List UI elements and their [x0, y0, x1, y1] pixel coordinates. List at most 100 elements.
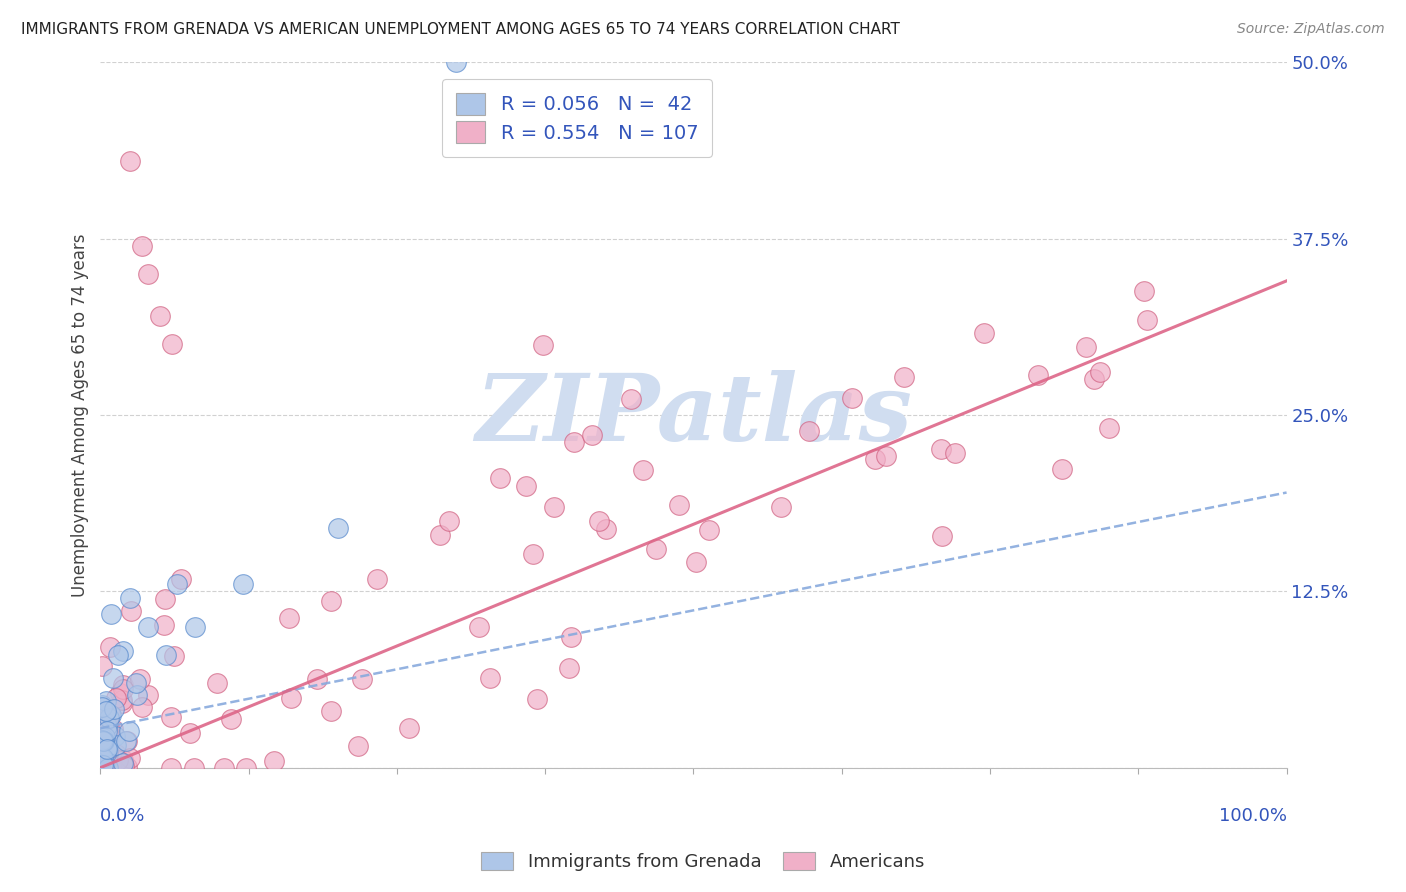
Point [560, 630, 582, 644]
Point [120, 604, 142, 618]
Point [107, 648, 129, 662]
Point [91, 758, 114, 772]
Point [429, 527, 451, 541]
Point [232, 577, 254, 591]
Point [366, 573, 388, 587]
Point [105, 747, 128, 761]
Point [562, 435, 585, 450]
Point [98, 640, 121, 655]
Point [94, 736, 117, 750]
Point [149, 309, 172, 323]
Point [489, 471, 512, 485]
Point [97, 753, 120, 767]
Point [94, 731, 117, 745]
Point [152, 618, 174, 632]
Point [100, 707, 122, 722]
Point [112, 756, 135, 770]
Point [163, 649, 186, 664]
Point [620, 392, 643, 406]
Text: 100.0%: 100.0% [1219, 806, 1286, 824]
Point [90, 699, 112, 714]
Point [111, 693, 134, 707]
Point [769, 500, 792, 514]
Point [96, 753, 118, 767]
Point [91, 755, 114, 769]
Point [644, 541, 666, 556]
Point [468, 620, 491, 634]
Point [115, 760, 138, 774]
Point [212, 761, 235, 775]
Point [543, 500, 565, 515]
Point [159, 761, 181, 775]
Point [98, 721, 121, 735]
Point [929, 442, 952, 456]
Point [98, 738, 121, 752]
Point [347, 739, 370, 753]
Point [1136, 312, 1159, 326]
Point [114, 733, 136, 747]
Point [526, 691, 548, 706]
Point [100, 607, 122, 621]
Point [1026, 368, 1049, 382]
Point [94, 694, 117, 708]
Point [531, 337, 554, 351]
Point [112, 681, 135, 696]
Point [479, 671, 502, 685]
Point [893, 370, 915, 384]
Point [277, 611, 299, 625]
Point [90, 698, 112, 712]
Point [697, 524, 720, 538]
Point [112, 759, 135, 773]
Point [91, 751, 114, 765]
Point [118, 591, 141, 606]
Point [280, 690, 302, 705]
Point [184, 619, 207, 633]
Point [875, 449, 897, 463]
Point [112, 753, 135, 767]
Point [90, 733, 112, 747]
Point [94, 728, 117, 742]
Point [595, 522, 617, 536]
Point [96, 719, 118, 733]
Point [101, 671, 124, 685]
Point [398, 722, 420, 736]
Point [581, 427, 603, 442]
Point [94, 755, 117, 769]
Point [153, 591, 176, 606]
Point [841, 391, 863, 405]
Point [437, 514, 460, 528]
Point [797, 424, 820, 438]
Point [94, 738, 117, 752]
Point [1050, 462, 1073, 476]
Point [90, 659, 112, 673]
Point [115, 734, 138, 748]
Point [1083, 372, 1105, 386]
Point [166, 577, 188, 591]
Point [136, 267, 159, 281]
Point [1098, 421, 1121, 435]
Point [91, 714, 114, 729]
Point [98, 711, 121, 725]
Point [98, 706, 121, 721]
Point [98, 729, 121, 743]
Point [1133, 284, 1156, 298]
Point [205, 676, 228, 690]
Point [118, 751, 141, 765]
Point [160, 337, 183, 351]
Point [91, 734, 114, 748]
Point [97, 742, 120, 756]
Point [103, 702, 125, 716]
Point [943, 445, 966, 459]
Point [631, 463, 654, 477]
Point [136, 688, 159, 702]
Point [104, 729, 127, 743]
Point [235, 761, 257, 775]
Point [125, 689, 148, 703]
Point [97, 761, 120, 775]
Legend: R = 0.056   N =  42, R = 0.554   N = 107: R = 0.056 N = 42, R = 0.554 N = 107 [443, 78, 711, 157]
Point [96, 704, 118, 718]
Legend: Immigrants from Grenada, Americans: Immigrants from Grenada, Americans [474, 845, 932, 879]
Point [118, 724, 141, 739]
Point [96, 742, 118, 756]
Point [321, 704, 343, 718]
